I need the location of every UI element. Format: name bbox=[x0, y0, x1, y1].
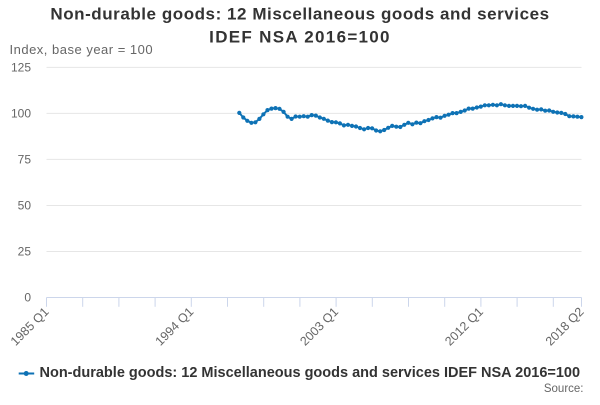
svg-text:0: 0 bbox=[24, 291, 31, 305]
svg-text:100: 100 bbox=[11, 107, 31, 121]
svg-text:75: 75 bbox=[18, 153, 32, 167]
svg-text:25: 25 bbox=[18, 245, 32, 259]
svg-text:IDEF NSA 2016=100: IDEF NSA 2016=100 bbox=[209, 28, 391, 47]
svg-text:Source:: Source: bbox=[544, 383, 584, 395]
svg-text:50: 50 bbox=[18, 199, 32, 213]
svg-text:Index, base year = 100: Index, base year = 100 bbox=[10, 42, 154, 57]
svg-text:Non-durable goods: 12 Miscella: Non-durable goods: 12 Miscellaneous good… bbox=[50, 5, 549, 24]
svg-text:Non-durable goods: 12 Miscella: Non-durable goods: 12 Miscellaneous good… bbox=[40, 365, 581, 381]
svg-text:125: 125 bbox=[11, 61, 31, 75]
